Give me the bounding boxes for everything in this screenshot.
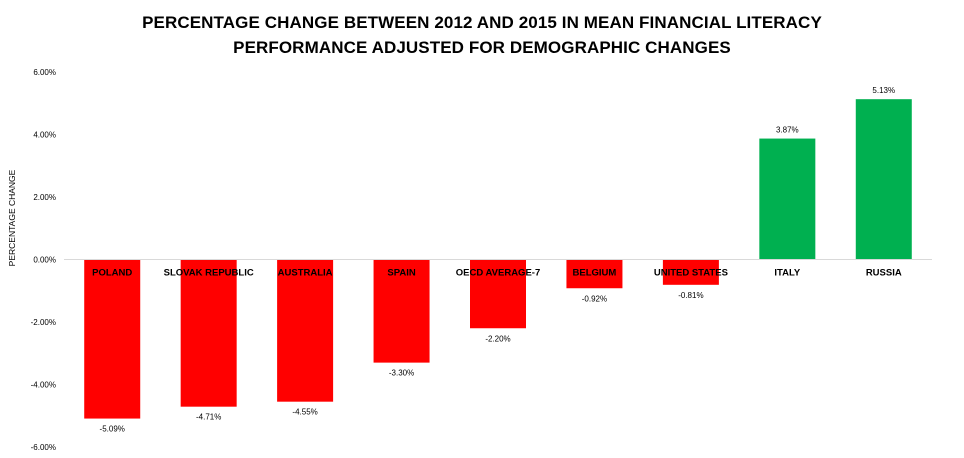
y-tick-label: -2.00%	[31, 318, 56, 327]
bar-russia	[855, 99, 912, 260]
data-label: -5.09%	[100, 425, 125, 434]
category-label: SPAIN	[387, 268, 415, 279]
y-tick-label: 2.00%	[33, 193, 56, 202]
bar-slovak-republic	[180, 259, 237, 407]
chart-title-line-2: PERFORMANCE ADJUSTED FOR DEMOGRAPHIC CHA…	[233, 38, 731, 57]
bar-belgium	[566, 259, 623, 289]
category-label: BELGIUM	[573, 268, 617, 279]
bar-italy	[759, 138, 816, 260]
data-label: 5.13%	[872, 86, 895, 95]
bars	[84, 99, 912, 419]
category-label: POLAND	[92, 268, 132, 279]
category-label: RUSSIA	[866, 268, 902, 279]
bar-poland	[84, 259, 141, 419]
y-tick-label: 6.00%	[33, 68, 56, 77]
data-label: -4.71%	[196, 413, 221, 422]
data-label: -0.81%	[678, 291, 703, 300]
bar-oecd-average-7	[470, 259, 526, 329]
data-label: -0.92%	[582, 294, 607, 303]
category-label: OECD AVERAGE-7	[456, 268, 540, 279]
category-label: ITALY	[774, 268, 801, 279]
y-tick-label: -4.00%	[31, 381, 56, 390]
y-axis-title: PERCENTAGE CHANGE	[7, 169, 17, 266]
bar-spain	[373, 259, 430, 363]
bar-united-states	[662, 259, 719, 285]
category-label: SLOVAK REPUBLIC	[164, 268, 254, 279]
data-label: -3.30%	[389, 369, 414, 378]
y-tick-label: -6.00%	[31, 443, 56, 452]
data-label: 3.87%	[776, 126, 799, 135]
y-axis-ticks: 6.00% 4.00% 2.00% 0.00% -2.00% -4.00% -6.00%	[31, 68, 56, 452]
labels: -5.09% POLAND -4.71% SLOVAK REPUBLIC -4.55% A…	[92, 86, 902, 433]
chart-title-line-1: PERCENTAGE CHANGE BETWEEN 2012 AND 2015 …	[142, 13, 822, 32]
data-label: -4.55%	[292, 408, 317, 417]
bar-australia	[277, 259, 334, 402]
y-axis-title-group: PERCENTAGE CHANGE	[7, 169, 17, 266]
data-label: -2.20%	[485, 334, 510, 343]
category-label: AUSTRALIA	[278, 268, 333, 279]
category-label: UNITED STATES	[654, 268, 728, 279]
y-tick-label: 4.00%	[33, 131, 56, 140]
y-tick-label: 0.00%	[33, 256, 56, 265]
